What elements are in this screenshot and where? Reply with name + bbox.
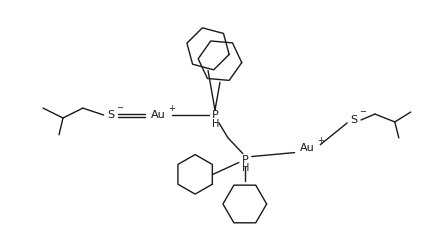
Text: H: H — [212, 119, 220, 129]
Text: +: + — [317, 136, 324, 145]
Text: +: + — [168, 104, 175, 113]
Text: Au: Au — [300, 143, 315, 153]
Text: −: − — [360, 108, 366, 117]
Text: P: P — [211, 110, 218, 120]
Text: S: S — [107, 110, 114, 120]
Text: Au: Au — [151, 110, 166, 120]
Text: −: − — [116, 103, 123, 112]
Text: S: S — [351, 115, 358, 125]
Text: P: P — [241, 155, 248, 164]
Text: H: H — [242, 163, 250, 173]
